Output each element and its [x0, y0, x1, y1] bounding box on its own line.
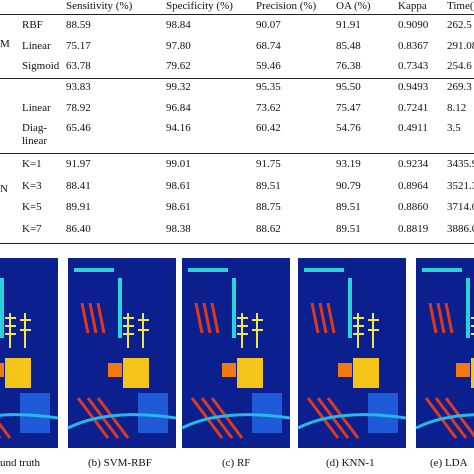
table-cell: 3886.0: [447, 223, 474, 235]
table-rule: [0, 243, 474, 244]
table-cell: 88.59: [66, 19, 91, 31]
table-cell: 0.8964: [398, 180, 429, 192]
table-cell: 89.51: [336, 223, 361, 235]
table-cell: 3521.3: [447, 180, 474, 192]
table-cell: 89.91: [66, 201, 91, 213]
map-panel: [66, 256, 178, 450]
figure-caption: (b) SVM-RBF: [88, 457, 152, 469]
table-cell: 0.4911: [398, 122, 428, 134]
table-cell: 291.08: [447, 40, 474, 52]
table-cell: 0.8367: [398, 40, 429, 52]
table-cell: 91.75: [256, 158, 281, 170]
column-header: Kappa: [398, 0, 427, 12]
table-cell: 85.48: [336, 40, 361, 52]
row-label: K=5: [22, 201, 42, 213]
table-cell: 91.97: [66, 158, 91, 170]
table-cell: 3435.9: [447, 158, 474, 170]
table-cell: 0.9493: [398, 81, 429, 93]
table-cell: 94.16: [166, 122, 191, 134]
table-cell: 88.62: [256, 223, 281, 235]
table-cell: 90.07: [256, 19, 281, 31]
table-cell: 3714.0: [447, 201, 474, 213]
map-panel: [414, 256, 474, 450]
table-cell: 93.19: [336, 158, 361, 170]
table-cell: 79.62: [166, 60, 191, 72]
table-cell: 59.46: [256, 60, 281, 72]
figure-caption: (c) RF: [222, 457, 251, 469]
table-cell: 0.7343: [398, 60, 429, 72]
table-cell: 98.61: [166, 201, 191, 213]
table-cell: 60.42: [256, 122, 281, 134]
table-cell: 8.12: [447, 102, 467, 114]
row-label: K=3: [22, 180, 42, 192]
row-label: Linear: [22, 102, 51, 114]
column-header: Sensitivity (%): [66, 0, 133, 12]
table-cell: 89.51: [256, 180, 281, 192]
table-cell: 262.5: [447, 19, 472, 31]
table-cell: 97.80: [166, 40, 191, 52]
row-label: Linear: [22, 40, 51, 52]
table-cell: 75.17: [66, 40, 91, 52]
table-cell: 269.3: [447, 81, 472, 93]
row-label: K=7: [22, 223, 42, 235]
table-cell: 68.74: [256, 40, 281, 52]
row-label: K=1: [22, 158, 42, 170]
table-cell: 89.51: [336, 201, 361, 213]
row-label: Diag-linear: [22, 122, 48, 147]
figure-caption: und truth: [0, 457, 41, 469]
table-cell: 0.9234: [398, 158, 429, 170]
table-rule: [0, 78, 474, 79]
table-cell: 95.50: [336, 81, 361, 93]
table-cell: 3.5: [447, 122, 461, 134]
table-cell: 254.6: [447, 60, 472, 72]
map-panel: [180, 256, 292, 450]
table-cell: 78.92: [66, 102, 91, 114]
table-cell: 90.79: [336, 180, 361, 192]
table-cell: 0.7241: [398, 102, 429, 114]
map-panel: [0, 256, 60, 450]
table-cell: 63.78: [66, 60, 91, 72]
group-label: N: [0, 183, 8, 195]
map-panel: [296, 256, 408, 450]
table-cell: 99.01: [166, 158, 191, 170]
table-cell: 98.84: [166, 19, 191, 31]
table-cell: 0.8819: [398, 223, 429, 235]
table-cell: 0.9090: [398, 19, 429, 31]
table-cell: 86.40: [66, 223, 91, 235]
table-cell: 54.76: [336, 122, 361, 134]
column-header: Time(: [447, 0, 474, 12]
table-cell: 76.38: [336, 60, 361, 72]
table-cell: 0.8860: [398, 201, 429, 213]
table-cell: 98.61: [166, 180, 191, 192]
table-cell: 75.47: [336, 102, 361, 114]
table-cell: 88.75: [256, 201, 281, 213]
column-header: OA (%): [336, 0, 371, 12]
table-cell: 88.41: [66, 180, 91, 192]
table-cell: 99.32: [166, 81, 191, 93]
table-cell: 96.84: [166, 102, 191, 114]
figure-caption: (d) KNN-1: [326, 457, 375, 469]
table-cell: 91.91: [336, 19, 361, 31]
column-header: Specificity (%): [166, 0, 233, 12]
table-cell: 95.35: [256, 81, 281, 93]
column-header: Precision (%): [256, 0, 317, 12]
row-label: Sigmoid: [22, 60, 60, 72]
table-rule: [0, 14, 474, 15]
row-label: RBF: [22, 19, 43, 31]
table-cell: 73.62: [256, 102, 281, 114]
table-cell: 93.83: [66, 81, 91, 93]
group-label: M: [0, 38, 10, 50]
figure-caption: (e) LDA: [430, 457, 468, 469]
table-rule: [0, 153, 474, 154]
table-cell: 65.46: [66, 122, 91, 134]
table-cell: 98.38: [166, 223, 191, 235]
